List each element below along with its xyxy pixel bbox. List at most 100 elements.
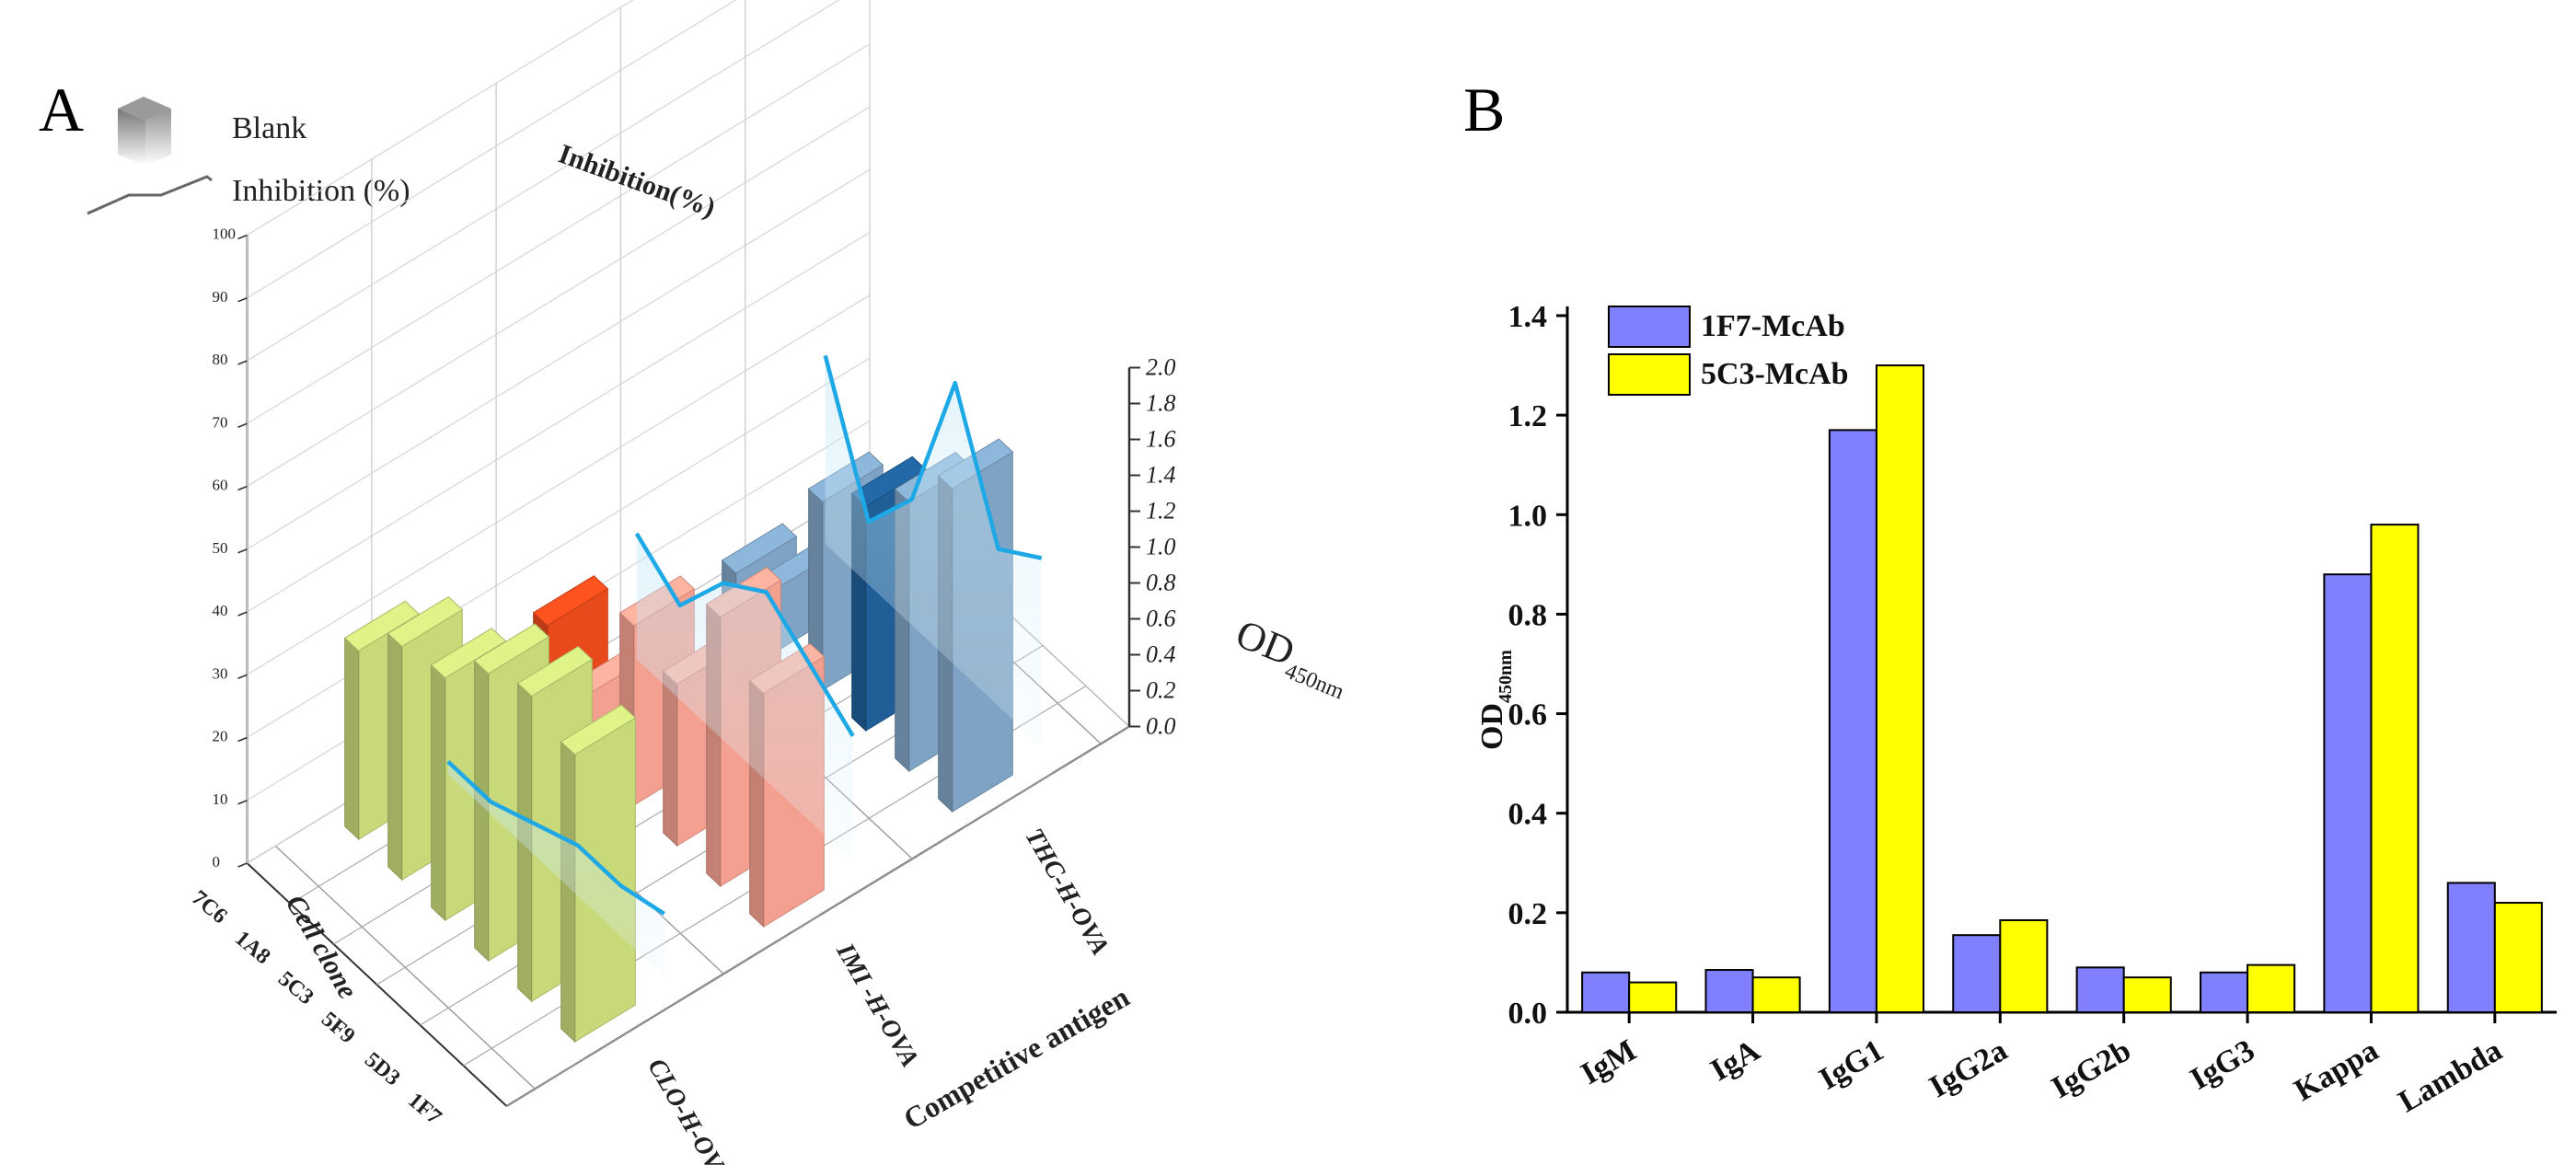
panel-b-y-tick-label: 0.6 [1508, 698, 1548, 732]
category-label-lambda: Lambda [2393, 1033, 2508, 1119]
cell-clone-label-5f9: 5F9 [317, 1008, 359, 1049]
bar-1f7-mcab-igg2b [2075, 966, 2125, 1013]
bar-1f7-mcab-igg3 [2200, 971, 2249, 1013]
panel-b-letter: B [1463, 75, 1505, 144]
category-label-igm: IgM [1576, 1033, 1642, 1091]
od-tick-label: 1.0 [1146, 534, 1176, 560]
back-wall-horizontal [247, 294, 871, 675]
od-tick-label: 0.4 [1146, 641, 1176, 668]
inhibition-tick-mark [237, 800, 248, 805]
od-axis-title: OD450nm [1227, 611, 1357, 705]
bar-5c3-mcab-igg2a [1999, 918, 2049, 1013]
category-label-igg1: IgG1 [1814, 1033, 1889, 1097]
bar-5c3-mcab-igm [1628, 981, 1678, 1013]
inhibition-line-thc-h-ova [823, 354, 1043, 560]
inhibition-tick-mark [237, 736, 248, 743]
category-label-kappa: Kappa [2289, 1033, 2385, 1108]
inhibition-tick-mark [237, 611, 248, 617]
od-tick-label: 0.2 [1146, 677, 1176, 704]
bar-top-face [387, 595, 464, 648]
bar-top-face [560, 704, 637, 756]
bar-side-face [344, 637, 360, 841]
antigen-label-thc-h-ova: THC-H-OVA [1019, 824, 1115, 960]
back-wall-horizontal [247, 43, 871, 424]
back-wall-horizontal [247, 106, 871, 488]
cell-clone-label-1f7: 1F7 [403, 1089, 445, 1130]
legend-label-1f7-mcab: 1F7-McAb [1701, 309, 1845, 343]
od-tick-label: 1.4 [1146, 462, 1176, 489]
panel-b: B 0.0 0.2 0.4 0.6 0.8 1.0 1.2 1.4 IgM IgA IgG1 IgG… [1463, 75, 2557, 1119]
panel-b-y-axis-title-main: OD [1475, 703, 1509, 750]
panel-b-bars [1581, 364, 2543, 1014]
bar-top-face [343, 600, 421, 652]
back-wall-horizontal [247, 0, 840, 362]
category-label-igg2b: IgG2b [2046, 1033, 2137, 1105]
category-label-igg2a: IgG2a [1923, 1033, 2013, 1104]
inhibition-tick-label: 40 [213, 602, 228, 619]
legend-label-5c3-mcab: 5C3-McAb [1701, 357, 1849, 391]
panel-a: A Blank Inhibition (%) Inhibition(%) 100… [39, 0, 1357, 1165]
bar-top-face [532, 575, 609, 627]
inhibition-tick-label: 60 [213, 477, 228, 494]
bar-1f7-mcab-igm [1581, 971, 1631, 1013]
panel-b-y-axis-title-sub: 450nm [1496, 650, 1516, 703]
inhibition-line-imi-h-ova [634, 532, 855, 737]
cell-clone-label-1a8: 1A8 [230, 927, 274, 969]
inhibition-tick-mark [237, 485, 248, 491]
bar-5c3-mcab-lambda [2493, 902, 2543, 1013]
inhibition-tick-mark [237, 674, 248, 679]
bar-side-face [474, 659, 490, 963]
inhibition-tick-label: 10 [213, 790, 228, 808]
panel-b-ticks: 0.0 0.2 0.4 0.6 0.8 1.0 1.2 1.4 [1508, 300, 2497, 1031]
inhibition-area-2 [825, 355, 1042, 747]
back-wall-horizontal [247, 168, 871, 550]
inhibition-tick-label: 0 [213, 853, 221, 871]
legend-blank-icon [118, 97, 171, 166]
panel-b-legend: 1F7-McAb 5C3-McAb [1608, 306, 1849, 396]
panel-a-letter: A [39, 75, 84, 144]
legend-swatch-1f7-mcab [1608, 306, 1691, 348]
panel-b-y-tick-label: 1.4 [1508, 300, 1548, 334]
inhibition-tick-mark [237, 297, 248, 303]
inhibition-area-0 [447, 761, 664, 977]
panel-b-y-tick-label: 1.2 [1508, 399, 1548, 433]
inhibition-tick-mark [237, 422, 248, 428]
bar-side-face [560, 740, 576, 1044]
bar-5c3-mcab-igg1 [1875, 364, 1924, 1014]
inhibition-tick-mark [237, 234, 248, 240]
cell-clone-label-7c6: 7C6 [187, 886, 231, 929]
inhibition-tick-mark [237, 548, 248, 554]
bar-top-face [516, 645, 594, 698]
bar-5c3-mcab-igg2b [2122, 976, 2172, 1014]
inhibition-tick-label: 70 [213, 413, 228, 431]
od-tick-label: 1.6 [1146, 426, 1176, 453]
category-label-igg3: IgG3 [2185, 1033, 2260, 1097]
inhibition-tick-label: 90 [213, 288, 228, 306]
od-tick-label: 1.8 [1146, 390, 1176, 417]
od-tick-label: 1.2 [1146, 498, 1176, 525]
floor-grid-line [506, 725, 1130, 1107]
panel-b-y-tick-label: 0.0 [1508, 997, 1548, 1031]
panel-b-category-labels: IgM IgA IgG1 IgG2a IgG2b IgG3 Kappa Lambda [1576, 1033, 2508, 1120]
panel-b-y-tick-label: 0.8 [1508, 598, 1548, 632]
inhibition-tick-label: 30 [213, 664, 228, 682]
back-wall-horizontal [247, 231, 871, 613]
bar-side-face [431, 663, 446, 922]
cell-clone-label-5d3: 5D3 [360, 1048, 404, 1090]
cell-clone-label-5c3: 5C3 [273, 967, 318, 1009]
bar-side-face [663, 670, 678, 848]
panel-a-inhibition-lines [446, 354, 1043, 977]
inhibition-line-clo-h-ova [446, 759, 665, 916]
antigen-label-imi-h-ova: IMI -H-OVA [830, 938, 924, 1072]
od-tick-label: 2.0 [1146, 354, 1176, 381]
bar-top-face [721, 523, 798, 574]
bar-5c3-mcab-kappa [2370, 524, 2420, 1013]
antigen-label-clo-h-ova: CLO-H-OVA [641, 1054, 736, 1165]
legend-blank-label: Blank [232, 111, 306, 145]
panel-a-legend: Blank Inhibition (%) [87, 97, 410, 215]
od-tick-label: 0.6 [1146, 606, 1176, 632]
bar-1f7-mcab-igg1 [1828, 429, 1877, 1014]
inhibition-tick-mark [237, 360, 248, 365]
